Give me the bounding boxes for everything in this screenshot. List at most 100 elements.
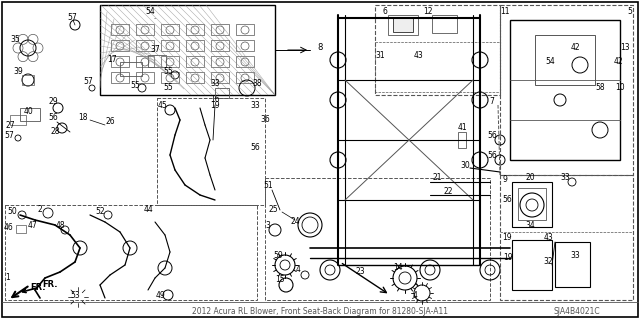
- Bar: [16, 225, 26, 233]
- Text: 36: 36: [260, 115, 270, 124]
- Text: 28: 28: [51, 128, 60, 137]
- Text: 43: 43: [413, 50, 423, 60]
- Text: 55: 55: [163, 84, 173, 93]
- Bar: [5, 205, 257, 300]
- Bar: [211, 72, 229, 83]
- Text: 10: 10: [615, 84, 625, 93]
- Text: 29: 29: [48, 98, 58, 107]
- Bar: [161, 56, 179, 67]
- Text: 31: 31: [375, 50, 385, 60]
- Bar: [136, 40, 154, 51]
- Text: 44: 44: [143, 205, 153, 214]
- Bar: [136, 72, 154, 83]
- Text: 13: 13: [620, 43, 630, 53]
- Bar: [236, 24, 254, 35]
- Bar: [535, 35, 595, 85]
- Text: 32: 32: [543, 257, 553, 266]
- Bar: [512, 182, 552, 227]
- Bar: [432, 15, 457, 33]
- Bar: [555, 242, 590, 287]
- Text: 50: 50: [7, 207, 17, 217]
- Text: 39: 39: [13, 68, 23, 77]
- Text: 33: 33: [560, 174, 570, 182]
- Bar: [136, 56, 154, 67]
- Text: 19: 19: [503, 254, 513, 263]
- Text: 7: 7: [490, 98, 495, 107]
- Bar: [186, 56, 204, 67]
- Text: 43: 43: [543, 234, 553, 242]
- Bar: [236, 72, 254, 83]
- Text: 33: 33: [570, 250, 580, 259]
- Text: 57: 57: [67, 13, 77, 23]
- Bar: [148, 55, 166, 67]
- Text: 14: 14: [393, 263, 403, 272]
- Bar: [22, 75, 34, 85]
- Text: 21: 21: [432, 174, 442, 182]
- Text: 38: 38: [252, 79, 262, 88]
- Bar: [211, 56, 229, 67]
- Text: 42: 42: [613, 57, 623, 66]
- Text: 4: 4: [413, 291, 417, 300]
- Bar: [111, 72, 129, 83]
- Bar: [161, 24, 179, 35]
- Text: 23: 23: [355, 268, 365, 277]
- Text: 54: 54: [545, 57, 555, 66]
- Bar: [136, 24, 154, 35]
- Text: 6: 6: [383, 8, 387, 17]
- Text: FR.: FR.: [30, 284, 45, 293]
- Bar: [120, 62, 142, 76]
- Bar: [10, 115, 26, 125]
- Text: 48: 48: [55, 220, 65, 229]
- Bar: [111, 56, 129, 67]
- Text: 15: 15: [275, 276, 285, 285]
- Text: 5: 5: [628, 8, 632, 17]
- Bar: [20, 108, 40, 121]
- Bar: [161, 72, 179, 83]
- Bar: [500, 175, 633, 300]
- Text: SJA4B4021C: SJA4B4021C: [554, 307, 600, 315]
- Text: 56: 56: [502, 196, 512, 204]
- Text: 41: 41: [457, 123, 467, 132]
- Text: 53: 53: [70, 291, 80, 300]
- Text: 56: 56: [250, 144, 260, 152]
- Bar: [215, 88, 229, 98]
- Bar: [510, 20, 620, 160]
- Bar: [157, 98, 265, 205]
- Text: 40: 40: [23, 108, 33, 116]
- Text: 17: 17: [107, 56, 117, 64]
- Text: 57: 57: [83, 78, 93, 86]
- Text: 26: 26: [105, 117, 115, 127]
- Text: 37: 37: [150, 46, 160, 55]
- Text: 47: 47: [27, 220, 37, 229]
- Text: 59: 59: [273, 250, 283, 259]
- Bar: [186, 72, 204, 83]
- Text: 8: 8: [317, 42, 323, 51]
- Text: 19: 19: [502, 234, 512, 242]
- Bar: [375, 42, 500, 92]
- Bar: [500, 5, 633, 175]
- Bar: [393, 18, 413, 32]
- Bar: [518, 188, 546, 220]
- Text: 27: 27: [5, 121, 15, 130]
- Text: 9: 9: [502, 175, 508, 184]
- Text: 52: 52: [95, 207, 105, 217]
- Text: 34: 34: [525, 220, 535, 229]
- Text: 49: 49: [155, 291, 165, 300]
- Text: 33: 33: [250, 100, 260, 109]
- Text: 51: 51: [263, 181, 273, 189]
- Text: 20: 20: [525, 174, 535, 182]
- Text: 18: 18: [78, 114, 88, 122]
- Text: 4: 4: [296, 265, 300, 275]
- Bar: [211, 24, 229, 35]
- Text: 11: 11: [500, 8, 509, 17]
- Text: 56: 56: [48, 114, 58, 122]
- Bar: [512, 240, 552, 290]
- Text: 3: 3: [266, 220, 271, 229]
- Text: 56: 56: [487, 151, 497, 160]
- Bar: [375, 5, 500, 95]
- Text: 42: 42: [570, 43, 580, 53]
- Text: 24: 24: [290, 218, 300, 226]
- Bar: [100, 5, 275, 95]
- Text: 46: 46: [3, 224, 13, 233]
- Text: -: -: [154, 15, 156, 21]
